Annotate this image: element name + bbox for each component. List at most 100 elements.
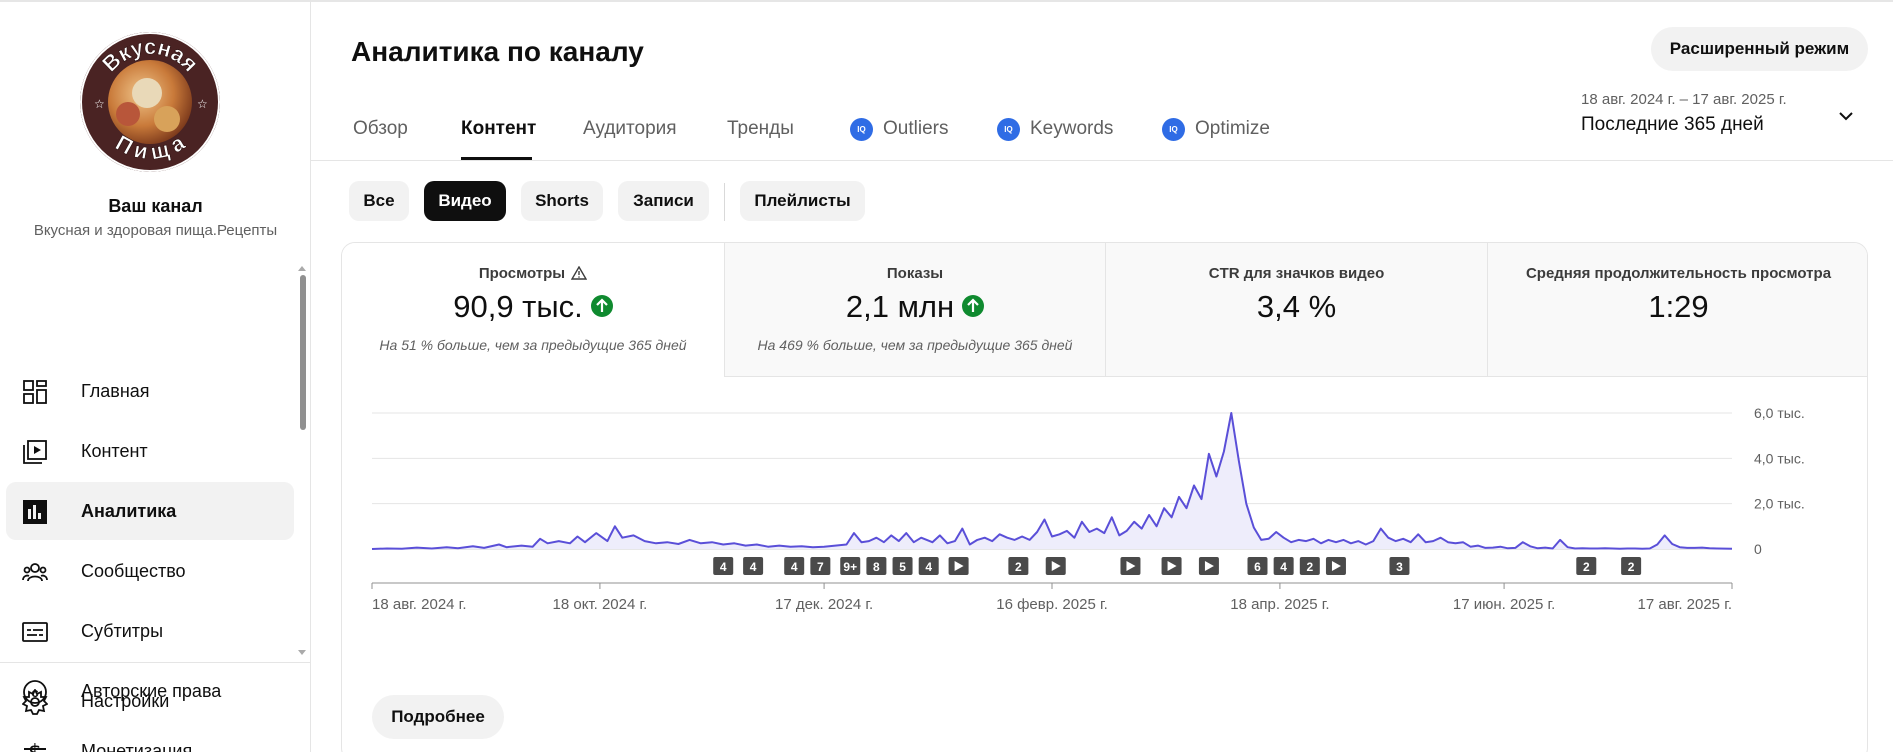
sidebar-item-community[interactable]: Сообщество	[6, 542, 294, 600]
play-icon	[1331, 561, 1341, 571]
svg-text:Вкусная: Вкусная	[97, 34, 203, 77]
scroll-down-arrow[interactable]	[298, 650, 306, 655]
metric-ctr[interactable]: CTR для значков видео 3,4 %	[1106, 243, 1488, 377]
sidebar-item-analytics[interactable]: Аналитика	[6, 482, 294, 540]
advanced-mode-button[interactable]: Расширенный режим	[1651, 27, 1868, 71]
upload-marker-label: 3	[1396, 560, 1403, 574]
sidebar-item-content[interactable]: Контент	[6, 422, 294, 480]
analytics-icon	[23, 500, 47, 524]
scroll-up-arrow[interactable]	[298, 266, 306, 271]
views-chart[interactable]: 0 2,0 тыс. 4,0 тыс. 6,0 тыс. 4 4 4 7 9+ 8 5 4 2 6 4 2 3 2…	[342, 377, 1868, 687]
feedback-icon[interactable]	[24, 748, 46, 752]
sidebar-item-copyright[interactable]: c Авторские права	[6, 662, 294, 720]
svg-text:☆: ☆	[94, 97, 105, 111]
channel-avatar[interactable]: Вкусная Пища ☆ ☆	[80, 32, 220, 172]
channel-name: Ваш канал	[108, 196, 203, 216]
chip-posts[interactable]: Записи	[618, 181, 709, 221]
period-selector[interactable]: Последние 365 дней	[1581, 114, 1764, 135]
svg-text:☆: ☆	[197, 97, 208, 111]
community-icon	[22, 563, 48, 582]
upload-marker-label: 9+	[843, 560, 857, 574]
sidebar-item-label: Сообщество	[81, 560, 186, 581]
metric-label: Средняя продолжительность просмотра	[1525, 265, 1832, 282]
upload-marker	[713, 557, 734, 575]
tab-trends[interactable]: Тренды	[727, 118, 794, 139]
tab-optimize[interactable]: IQ Optimize	[1162, 112, 1270, 146]
metric-avg-view-duration[interactable]: Средняя продолжительность просмотра 1:29	[1488, 243, 1867, 377]
upload-marker-label: 2	[1628, 560, 1635, 574]
play-icon	[1051, 561, 1061, 571]
upload-marker	[1576, 557, 1597, 575]
metric-value: 3,4 %	[1256, 289, 1337, 324]
metric-note: На 51 % больше, чем за предыдущие 365 дн…	[379, 337, 687, 353]
iq-badge-icon: IQ	[997, 117, 1020, 141]
x-tick-label: 18 авг. 2024 г.	[372, 596, 466, 613]
x-tick-label: 17 дек. 2024 г.	[775, 596, 873, 613]
subtitles-icon	[22, 622, 48, 642]
avatar-logo-text: Вкусная Пища ☆ ☆	[80, 32, 220, 172]
sidebar-item-label: Контент	[81, 440, 148, 461]
svg-text:Пища: Пища	[111, 129, 189, 164]
chip-videos[interactable]: Видео	[424, 181, 506, 221]
dashboard-icon	[23, 380, 47, 404]
y-tick-label: 2,0 тыс.	[1754, 496, 1805, 512]
warning-icon[interactable]	[571, 266, 588, 280]
gear-icon	[22, 689, 48, 715]
sidebar-item-monetization[interactable]: $ Монетизация	[6, 722, 294, 752]
tab-keywords[interactable]: IQ Keywords	[997, 112, 1113, 146]
analytics-card: Просмотры 90,9 тыс. На 51 % больше, чем …	[341, 242, 1868, 752]
upload-marker	[892, 557, 913, 575]
x-tick-label: 17 июн. 2025 г.	[1453, 596, 1555, 613]
metric-value: 90,9 тыс.	[453, 289, 583, 324]
upload-marker	[1247, 557, 1268, 575]
views-area	[372, 413, 1732, 549]
x-tick-label: 16 февр. 2025 г.	[996, 596, 1108, 613]
upload-marker-label: 7	[817, 560, 824, 574]
sidebar-item-subtitles[interactable]: Субтитры	[6, 602, 294, 660]
upload-marker-label: 8	[873, 560, 880, 574]
iq-badge-icon: IQ	[850, 117, 873, 141]
content-icon	[23, 440, 47, 464]
tab-overview[interactable]: Обзор	[353, 118, 408, 139]
play-icon	[954, 561, 964, 571]
channel-description: Вкусная и здоровая пища.Рецепты	[33, 222, 278, 239]
upload-marker-label: 4	[720, 560, 727, 574]
sidebar-item-label: Аналитика	[81, 500, 177, 521]
date-range-text[interactable]: 18 авг. 2024 г. – 17 авг. 2025 г.	[1581, 91, 1787, 108]
upload-marker	[866, 557, 887, 575]
upload-marker	[1621, 557, 1642, 575]
sidebar-scrollbar[interactable]	[300, 275, 306, 430]
svg-text:$: $	[28, 741, 42, 752]
upload-marker	[1273, 557, 1294, 575]
trend-up-icon	[962, 294, 985, 317]
y-tick-label: 0	[1754, 541, 1762, 557]
see-more-button[interactable]: Подробнее	[372, 695, 504, 739]
tab-audience[interactable]: Аудитория	[583, 118, 677, 139]
play-icon	[1126, 561, 1136, 571]
chip-divider	[724, 183, 725, 221]
sidebar-item-settings[interactable]: Настройки	[6, 672, 294, 730]
upload-marker-label: 2	[1583, 560, 1590, 574]
chip-all[interactable]: Все	[349, 181, 409, 221]
upload-marker-label: 4	[1280, 560, 1287, 574]
metric-impressions[interactable]: Показы 2,1 млн На 469 % больше, чем за п…	[725, 243, 1106, 377]
chip-shorts[interactable]: Shorts	[521, 181, 603, 221]
chevron-down-icon[interactable]	[1837, 107, 1855, 125]
tab-outliers[interactable]: IQ Outliers	[850, 112, 948, 146]
metric-label: CTR для значков видео	[1208, 265, 1385, 282]
upload-marker	[840, 557, 861, 575]
svg-text:c: c	[31, 685, 38, 700]
tab-content[interactable]: Контент	[461, 118, 537, 139]
upload-marker	[743, 557, 764, 575]
metric-views[interactable]: Просмотры 90,9 тыс. На 51 % больше, чем …	[342, 243, 725, 377]
upload-marker-label: 5	[899, 560, 906, 574]
sidebar: Вкусная Пища ☆ ☆ Ваш канал Вкусная и здо…	[0, 0, 311, 752]
top-border	[0, 0, 1893, 2]
x-tick-label: 18 окт. 2024 г.	[553, 596, 648, 613]
chip-playlists[interactable]: Плейлисты	[740, 181, 865, 221]
upload-marker-label: 4	[750, 560, 757, 574]
monetization-icon: $	[28, 741, 42, 752]
sidebar-item-dashboard[interactable]: Главная	[6, 362, 294, 420]
upload-marker	[784, 557, 805, 575]
metric-label: Показы	[886, 265, 944, 282]
